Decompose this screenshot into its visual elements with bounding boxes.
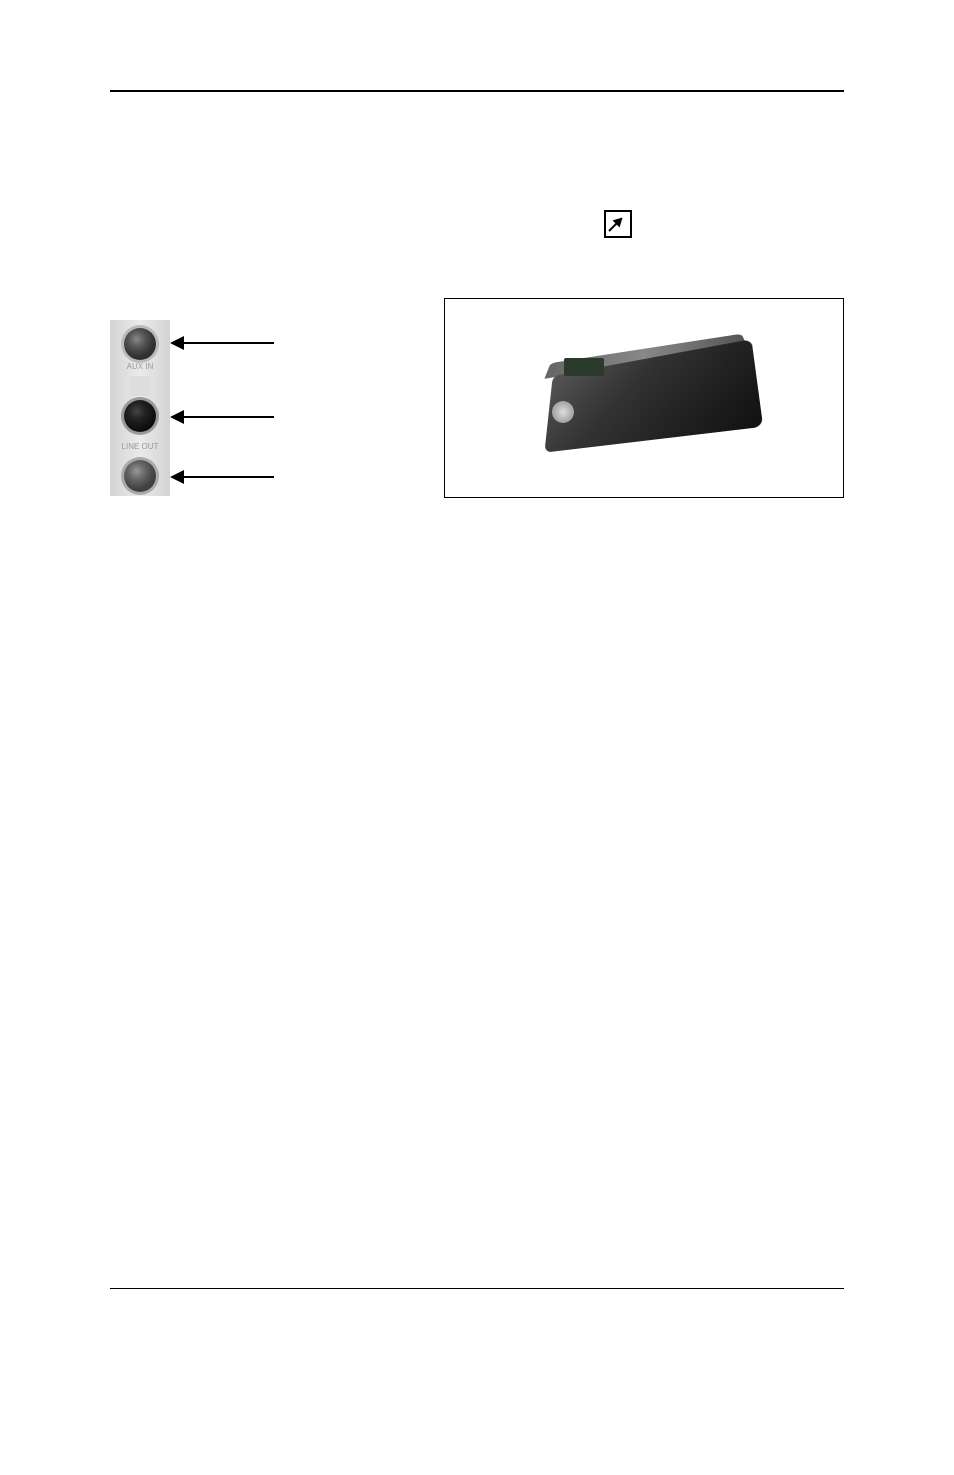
arrow-head-icon [170,470,184,484]
arrow-line-out [170,470,274,484]
arrow-northeast-icon [608,218,622,232]
arrow-aux-in [170,336,274,350]
line-out-jack [124,460,156,492]
top-divider [110,90,844,92]
arrow-mid [170,410,274,424]
line-out-label: LINE OUT [110,442,170,451]
device-frame [444,298,844,498]
content-row: AUX IN LINE OUT [110,192,844,498]
right-column [444,192,844,498]
aux-in-jack [124,328,156,360]
left-column: AUX IN LINE OUT [110,192,424,498]
device-knob [552,401,574,423]
arrow-head-icon [170,410,184,424]
aux-in-label: AUX IN [110,362,170,371]
device-display [564,358,604,376]
panel-icon [130,376,150,396]
jack-panel: AUX IN LINE OUT [110,320,170,496]
arrow-line [184,342,274,344]
shortcut-icon-wrapper [604,210,954,238]
mid-jack [124,400,156,432]
arrow-line [184,476,274,478]
arrow-head-icon [170,336,184,350]
device-body [544,339,763,453]
arrow-line [184,416,274,418]
shortcut-icon [604,210,632,238]
bottom-divider [110,1288,844,1289]
device-image [514,333,774,463]
